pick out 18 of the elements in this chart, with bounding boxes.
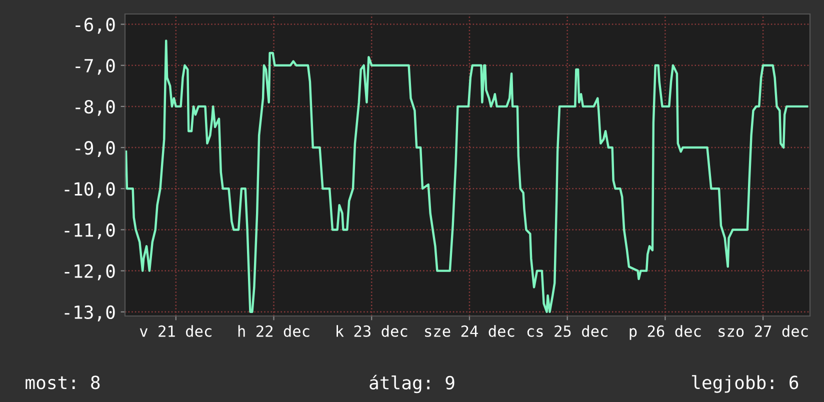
x-tick-label: sze 24 dec bbox=[425, 325, 514, 337]
y-tick-label: -12,0 bbox=[64, 264, 115, 280]
y-tick-label: -9,0 bbox=[76, 141, 115, 157]
y-tick-label: -7,0 bbox=[76, 58, 115, 75]
x-tick-label: p 26 dec bbox=[630, 325, 701, 340]
y-tick-label: -6,0 bbox=[76, 18, 115, 34]
y-tick-label: -13,0 bbox=[64, 305, 115, 322]
x-tick-label: szo 27 dec bbox=[718, 325, 808, 337]
x-tick-label: h 22 dec bbox=[238, 325, 310, 337]
x-tick-label: v 21 dec bbox=[140, 325, 212, 337]
y-tick-label: -10,0 bbox=[64, 182, 115, 198]
y-tick-label: -11,0 bbox=[64, 223, 115, 240]
y-tick-label: -8,0 bbox=[76, 100, 115, 116]
text: átlag: 9 bbox=[370, 374, 454, 394]
x-tick-label: cs 25 dec bbox=[527, 325, 608, 337]
text: most: 8 bbox=[26, 376, 100, 390]
x-tick-label: k 23 dec bbox=[336, 325, 408, 337]
text: legjobb: 6 bbox=[692, 375, 798, 393]
